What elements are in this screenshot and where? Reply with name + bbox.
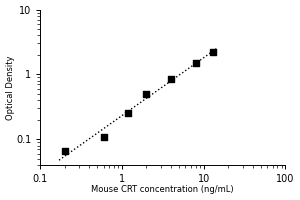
Point [193, 61, 198, 65]
Point [126, 112, 131, 115]
Point [101, 135, 106, 138]
X-axis label: Mouse CRT concentration (ng/mL): Mouse CRT concentration (ng/mL) [92, 185, 234, 194]
Point [169, 77, 173, 81]
Point [211, 51, 215, 54]
Point [62, 150, 67, 153]
Y-axis label: Optical Density: Optical Density [6, 55, 15, 120]
Point [144, 92, 149, 96]
